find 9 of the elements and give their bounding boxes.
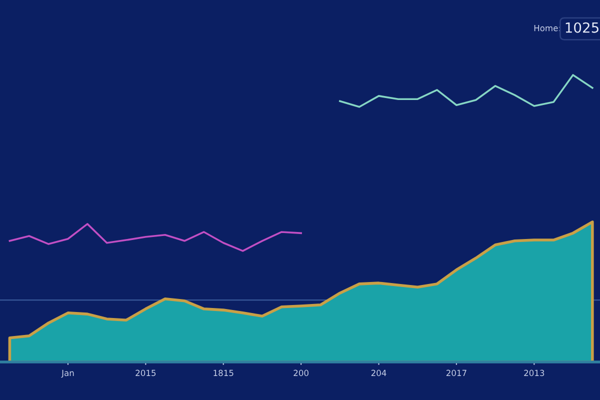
- x-tick-label: 2013: [524, 370, 544, 376]
- text: Home:: [534, 25, 560, 32]
- x-tick-label: 204: [371, 370, 386, 376]
- x-tick-label: 1815: [214, 370, 234, 376]
- x-tick-label: Jan: [61, 370, 74, 378]
- x-tick-label: 200: [294, 370, 308, 376]
- text: 1025: [566, 22, 598, 33]
- x-tick-label: 2017: [446, 370, 466, 376]
- x-tick-label: 2015: [136, 370, 156, 376]
